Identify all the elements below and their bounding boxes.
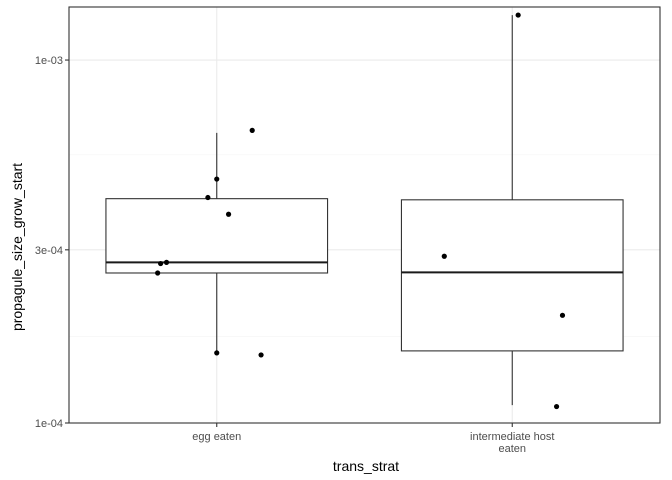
x-axis-title: trans_strat: [333, 458, 399, 474]
panel-border: [68, 6, 661, 424]
data-point: [258, 352, 264, 358]
data-point: [205, 194, 211, 201]
data-point: [163, 259, 170, 265]
data-point: [214, 176, 220, 182]
data-point: [155, 270, 161, 276]
data-point: [559, 312, 566, 318]
box: [400, 199, 624, 352]
x-tick-label: egg eaten: [192, 431, 241, 443]
data-point: [214, 350, 220, 356]
plot-panel: [68, 6, 661, 424]
data-point: [553, 403, 560, 410]
x-tick-label: eaten: [498, 443, 526, 455]
box: [105, 198, 329, 274]
data-point: [158, 260, 164, 267]
y-axis-title: propagule_size_grow_start: [9, 163, 25, 331]
data-point: [225, 211, 232, 217]
y-tick-label: 3e-04: [35, 245, 63, 257]
x-tick-label: intermediate host: [470, 431, 554, 443]
y-tick-label: 1e-03: [35, 55, 63, 67]
data-point: [515, 12, 521, 18]
data-point: [249, 127, 255, 133]
data-point: [441, 253, 447, 259]
y-tick-label: 1e-04: [35, 418, 63, 430]
